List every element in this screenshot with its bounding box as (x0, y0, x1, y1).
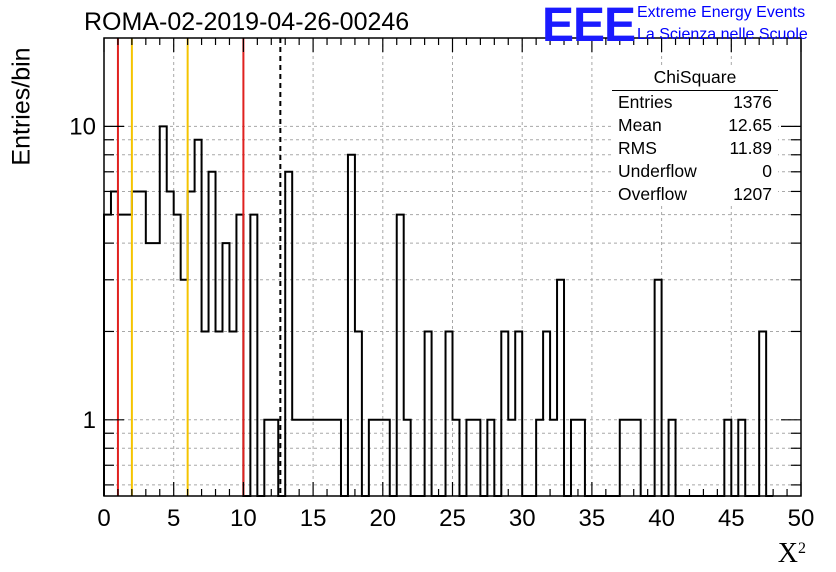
stats-row: Underflow 0 (612, 160, 778, 183)
x-tick-label: 0 (97, 505, 110, 532)
stats-value: 0 (762, 161, 772, 181)
x-tick-label: 25 (439, 505, 466, 532)
x-tick-label: 10 (230, 505, 257, 532)
y-tick-label: 10 (69, 113, 96, 140)
stats-label: RMS (618, 138, 657, 158)
x-axis-label-sup: 2 (798, 540, 806, 557)
x-axis-label: X2 (778, 538, 806, 570)
eee-logo: EEE (542, 0, 636, 52)
x-tick-label: 50 (788, 505, 815, 532)
x-tick-label: 40 (648, 505, 675, 532)
stats-label: Entries (618, 92, 673, 112)
stats-label: Underflow (618, 161, 697, 181)
grid-lines (104, 38, 801, 496)
x-tick-label: 20 (369, 505, 396, 532)
logo-line-1: Extreme Energy Events (637, 4, 806, 21)
stats-value: 12.65 (728, 115, 772, 135)
x-tick-label: 5 (167, 505, 180, 532)
logo-line-2: La Scienza nelle Scuole (637, 26, 808, 43)
stats-value: 1207 (733, 184, 772, 204)
stats-row: Overflow 1207 (612, 183, 778, 206)
stats-row: RMS 11.89 (612, 137, 778, 160)
stats-value: 1376 (733, 92, 772, 112)
chart-title: ROMA-02-2019-04-26-00246 (84, 8, 410, 36)
y-tick-label: 1 (83, 407, 96, 434)
y-axis-label: Entries/bin (7, 47, 36, 166)
stats-row: Mean 12.65 (612, 114, 778, 137)
stats-value: 11.89 (729, 138, 773, 158)
stats-label: Mean (618, 115, 662, 135)
x-tick-label: 35 (579, 505, 606, 532)
marker-lines (116, 38, 282, 496)
histogram (103, 125, 774, 497)
x-tick-label: 30 (509, 505, 536, 532)
stats-row: Entries 1376 (612, 91, 778, 114)
x-tick-label: 45 (718, 505, 745, 532)
stats-title: ChiSquare (612, 66, 778, 91)
axis-ticks (103, 38, 802, 496)
stats-box: ChiSquare Entries 1376 Mean 12.65 RMS 11.89… (612, 66, 778, 206)
stats-label: Overflow (618, 184, 688, 204)
histogram-outline (103, 125, 774, 497)
x-tick-label: 15 (300, 505, 327, 532)
tick-labels: 0 5 10 15 20 25 30 35 40 45 50 1 10 (69, 113, 814, 532)
x-axis-label-base: X (777, 538, 798, 569)
